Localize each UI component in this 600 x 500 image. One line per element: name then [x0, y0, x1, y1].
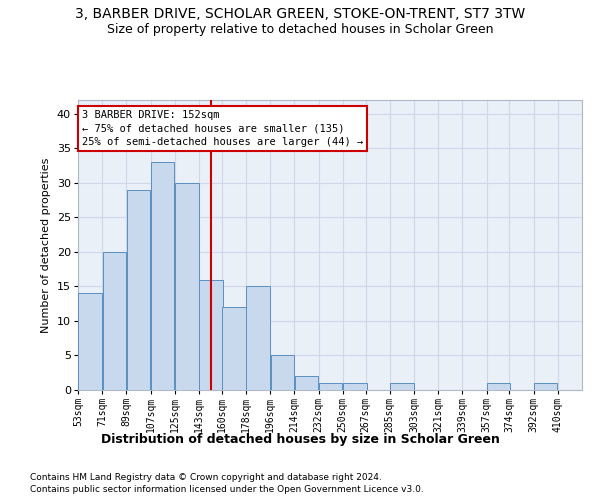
- Bar: [127, 190, 150, 390]
- Bar: [79, 294, 102, 390]
- Bar: [295, 376, 318, 390]
- Bar: [175, 183, 199, 390]
- Y-axis label: Number of detached properties: Number of detached properties: [41, 158, 52, 332]
- Text: Distribution of detached houses by size in Scholar Green: Distribution of detached houses by size …: [101, 432, 499, 446]
- Bar: [199, 280, 223, 390]
- Text: Contains HM Land Registry data © Crown copyright and database right 2024.: Contains HM Land Registry data © Crown c…: [30, 472, 382, 482]
- Bar: [271, 356, 294, 390]
- Text: 3, BARBER DRIVE, SCHOLAR GREEN, STOKE-ON-TRENT, ST7 3TW: 3, BARBER DRIVE, SCHOLAR GREEN, STOKE-ON…: [75, 8, 525, 22]
- Bar: [390, 383, 413, 390]
- Bar: [487, 383, 511, 390]
- Bar: [222, 307, 245, 390]
- Bar: [103, 252, 126, 390]
- Bar: [319, 383, 343, 390]
- Bar: [247, 286, 270, 390]
- Bar: [534, 383, 557, 390]
- Bar: [151, 162, 175, 390]
- Bar: [343, 383, 367, 390]
- Text: Contains public sector information licensed under the Open Government Licence v3: Contains public sector information licen…: [30, 485, 424, 494]
- Text: Size of property relative to detached houses in Scholar Green: Size of property relative to detached ho…: [107, 22, 493, 36]
- Text: 3 BARBER DRIVE: 152sqm
← 75% of detached houses are smaller (135)
25% of semi-de: 3 BARBER DRIVE: 152sqm ← 75% of detached…: [82, 110, 363, 147]
